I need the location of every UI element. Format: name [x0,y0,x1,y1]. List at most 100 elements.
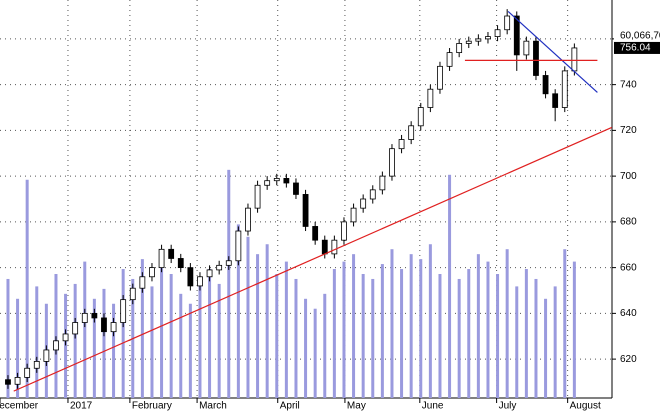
candle-body [91,312,98,319]
candle-body [129,287,136,301]
volume-bar [361,274,365,398]
candle-body [456,43,463,54]
candle-body [158,248,165,269]
x-tick-label: December [0,401,39,412]
volume-bar [323,293,327,398]
volume-bar [438,274,442,398]
volume-bar [102,288,106,398]
y-tick-label: 620 [620,354,637,365]
candle-body [360,198,367,209]
volume-bar [236,224,240,398]
candle-body [369,189,376,200]
y-tick-label: 700 [620,171,637,182]
y-tick-label: 660 [620,262,637,273]
volume-bar [553,286,557,398]
volume-bar [73,283,77,398]
volume-bar [380,264,384,398]
candle-body [408,125,415,140]
candle-body [62,333,69,342]
volume-bar [150,286,154,398]
x-tick-label: August [570,401,601,412]
volume-bar [457,278,461,398]
x-tick-label: July [499,401,517,412]
volume-bar [294,278,298,398]
candle-body [177,258,184,269]
candle-body [216,264,223,271]
volume-bar [54,274,58,398]
x-tick-label: February [132,401,172,412]
volume-bar [486,261,490,398]
volume-bar [160,249,164,398]
volume-bar [227,169,231,398]
y-tick-label: 720 [620,125,637,136]
volume-bar [419,259,423,398]
volume-bar [275,274,279,398]
candle-body [120,299,127,323]
y-tick-label: 640 [620,308,637,319]
volume-bar [16,298,20,398]
volume-bar [496,274,500,398]
candle-body [494,29,501,37]
x-tick-label: May [347,401,366,412]
candle-body [379,175,386,191]
trend-line [13,126,613,392]
candle-body [350,207,357,223]
volume-bar [352,254,356,398]
volume-bar [188,303,192,398]
candle-body [571,47,578,72]
candle-body [293,182,299,195]
candle-body [283,178,290,184]
x-tick-label: March [199,401,227,412]
candle-body [24,367,31,378]
candle-body [446,52,453,67]
volume-bar [448,174,452,398]
candle-body [245,207,251,232]
candle-body [197,276,203,287]
volume-label-box [614,30,660,41]
candle-body [43,349,50,362]
volume-bar [544,298,548,398]
volume-bar [83,261,87,398]
candle-body [302,194,309,227]
volume-bar [198,278,202,398]
volume-bar [428,244,432,398]
volume-bar [304,298,308,398]
candle-body [561,70,568,108]
volume-bar [534,278,538,398]
volume-bar [179,293,183,398]
volume-bar [476,254,480,398]
candle-body [504,15,511,31]
y-tick-label: 740 [620,79,637,90]
candle-body [149,267,155,278]
candle-body [331,239,338,255]
candle-body [417,107,424,127]
candle-body [139,276,146,289]
candle-body [5,379,11,385]
candle-body [273,178,280,182]
candle-body [14,377,21,385]
candle-body [341,221,347,241]
candle-body [533,40,539,76]
volume-bar [169,274,173,398]
volume-bar [246,236,250,398]
price-label: 756.04 [620,43,651,54]
volume-bar [524,269,528,398]
volume-bar [515,286,519,398]
candle-body [254,184,261,209]
volume-bar [64,293,68,398]
volume-bar [284,261,288,398]
candle-body [225,260,232,266]
candle-body [513,15,520,56]
candle-body [475,38,482,42]
volume-bar [313,308,317,398]
volume-label: 60,066,70 [620,31,660,42]
volume-bar [563,249,567,398]
candle-body [33,361,40,369]
volume-bar [371,278,375,398]
volume-bar [217,283,221,398]
x-tick-label: April [280,401,300,412]
volume-bar [140,259,144,398]
volume-bar [409,254,413,398]
volume-bar [92,298,96,398]
